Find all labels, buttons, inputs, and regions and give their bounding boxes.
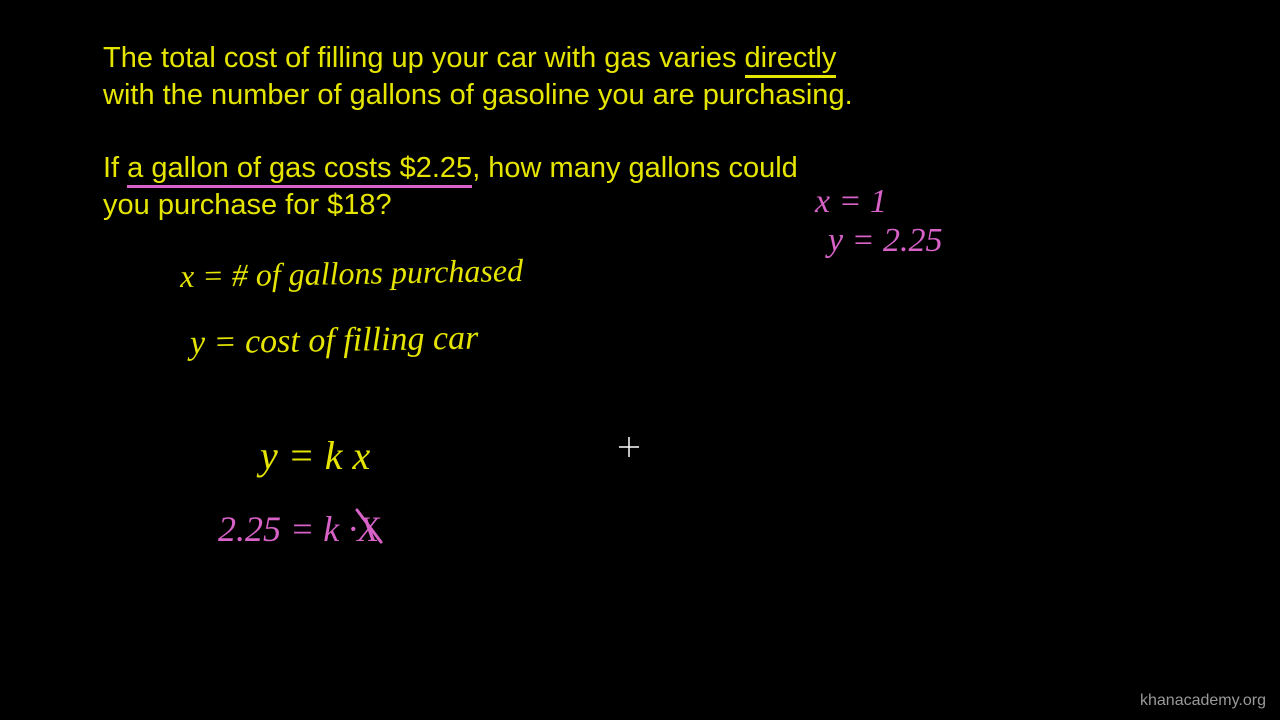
- eq-x-crossed: X: [357, 508, 379, 550]
- problem-line-2: with the number of gallons of gasoline y…: [103, 77, 853, 114]
- blackboard-canvas: The total cost of filling up your car wi…: [0, 0, 1280, 720]
- strike-icon: [353, 504, 387, 548]
- handwriting-def-y: y = cost of filling car: [190, 319, 479, 362]
- problem-line-4: you purchase for $18?: [103, 187, 392, 224]
- eq-k: k ·: [323, 509, 357, 549]
- handwriting-eq-substitution: 2.25 = k ·X: [218, 508, 379, 550]
- drawing-cursor-icon: [618, 436, 640, 462]
- problem-line-1: The total cost of filling up your car wi…: [103, 40, 836, 77]
- problem-text-segment: If: [103, 152, 127, 184]
- attribution-text: khanacademy.org: [1140, 692, 1266, 710]
- problem-text-segment: The total cost of filling up your car wi…: [103, 42, 745, 74]
- handwriting-given-x: x = 1: [815, 183, 887, 221]
- handwriting-def-x: x = # of gallons purchased: [180, 252, 524, 295]
- underlined-gas-cost: a gallon of gas costs $2.25: [127, 152, 472, 188]
- problem-line-3: If a gallon of gas costs $2.25, how many…: [103, 150, 798, 187]
- handwriting-eq-ykx: y = k x: [260, 432, 370, 479]
- problem-text-segment: , how many gallons could: [472, 152, 798, 184]
- eq-lhs: 2.25 =: [218, 509, 323, 549]
- handwriting-given-y: y = 2.25: [828, 222, 943, 260]
- underlined-word-directly: directly: [745, 42, 837, 78]
